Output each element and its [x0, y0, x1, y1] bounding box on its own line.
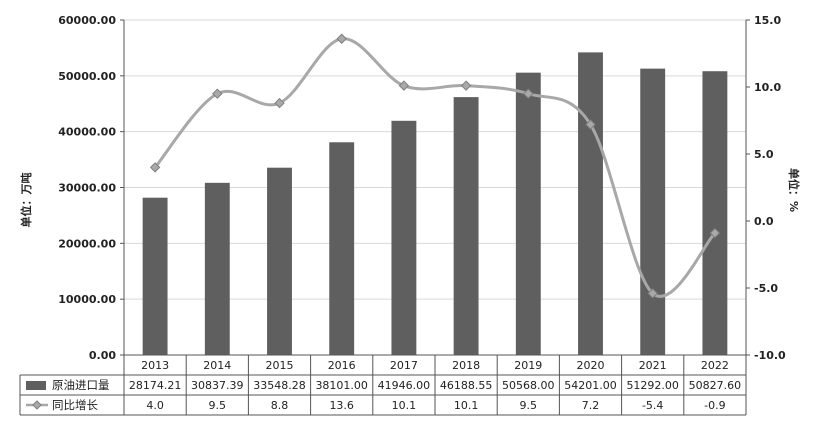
legend-marker-line: [32, 400, 42, 410]
line-series: [149, 33, 721, 299]
data-label-line: 9.5: [520, 399, 538, 412]
x-tick-label: 2017: [390, 359, 418, 372]
bar-2013: [142, 197, 168, 355]
x-tick-label: 2015: [266, 359, 294, 372]
point-2015: [274, 97, 285, 109]
point-2016: [336, 33, 347, 44]
x-tick-label: 2016: [328, 359, 356, 372]
data-label-line: 13.6: [329, 399, 354, 412]
legend-swatch-bar: [26, 381, 46, 390]
data-label-bar: 30837.39: [191, 379, 244, 392]
bar-2020: [578, 52, 603, 356]
y-left-tick-label: 40000.00: [58, 126, 116, 139]
bar-2016: [329, 142, 355, 355]
data-label-line: 4.0: [146, 399, 164, 412]
bar-2021: [640, 68, 666, 356]
y-left-tick-label: 10000.00: [58, 293, 116, 306]
y-left-tick-label: 50000.00: [58, 70, 116, 83]
y-left-tick-label: 0.00: [89, 349, 116, 362]
legend-label-line: 同比增长: [52, 398, 98, 412]
y-left-tick-label: 30000.00: [58, 182, 116, 195]
axes: 0.00 10000.00 20000.00 30000.00 40000.00 5000…: [58, 14, 786, 362]
y-right-tick-label: 10.0: [754, 81, 781, 94]
point-2013: [149, 162, 161, 173]
x-tick-label: 2019: [514, 359, 542, 372]
point-2020: [585, 119, 596, 130]
bar-2022: [702, 71, 728, 355]
legend-label-bar: 原油进口量: [52, 378, 110, 392]
data-label-bar: 46188.55: [440, 379, 493, 392]
data-label-line: 7.2: [582, 399, 600, 412]
data-label-bar: 41946.00: [378, 379, 431, 392]
bar-2017: [391, 120, 417, 355]
y-right-axis-title: 单位：%: [787, 168, 801, 212]
data-label-bar: 50827.60: [689, 379, 742, 392]
data-label-bar: 54201.00: [564, 379, 617, 392]
y-left-tick-label: 20000.00: [58, 237, 116, 250]
bar-2014: [204, 182, 230, 355]
data-label-line: 8.8: [271, 399, 289, 412]
y-right-tick-label: 5.0: [754, 148, 774, 161]
bar-2015: [267, 167, 292, 355]
bar-series: [142, 52, 728, 356]
x-tick-label: 2013: [141, 359, 169, 372]
y-left-axis-title: 单位：万吨: [19, 173, 33, 228]
x-tick-label: 2020: [577, 359, 605, 372]
data-label-bar: 28174.21: [129, 379, 182, 392]
y-right-tick-label: -10.0: [754, 349, 786, 362]
bar-2019: [515, 72, 541, 356]
x-tick-label: 2018: [452, 359, 480, 372]
bar-2018: [453, 97, 479, 356]
point-2018: [460, 80, 472, 91]
data-label-line: -5.4: [642, 399, 663, 412]
y-right-tick-label: 15.0: [754, 14, 781, 27]
x-tick-label: 2014: [203, 359, 231, 372]
data-label-line: 10.1: [454, 399, 479, 412]
data-label-line: -0.9: [704, 399, 725, 412]
point-2014: [212, 88, 223, 99]
data-label-bar: 51292.00: [626, 379, 679, 392]
point-2019: [523, 88, 534, 99]
point-2017: [398, 80, 410, 91]
data-label-bar: 38101.00: [315, 379, 368, 392]
data-label-line: 10.1: [392, 399, 417, 412]
y-left-tick-label: 60000.00: [58, 14, 116, 27]
y-right-tick-label: 0.0: [754, 215, 774, 228]
point-2021: [647, 288, 658, 299]
x-tick-label: 2021: [639, 359, 667, 372]
point-2022: [709, 227, 721, 239]
growth-line: [153, 37, 717, 298]
data-table: 2013 2014 2015 2016 2017 2018 2019 2020 2021 2022…: [19, 354, 747, 416]
data-label-bar: 50568.00: [502, 379, 555, 392]
x-tick-label: 2022: [701, 359, 729, 372]
data-label-bar: 33548.28: [253, 379, 306, 392]
data-label-line: 9.5: [209, 399, 227, 412]
y-right-tick-label: -5.0: [754, 282, 778, 295]
